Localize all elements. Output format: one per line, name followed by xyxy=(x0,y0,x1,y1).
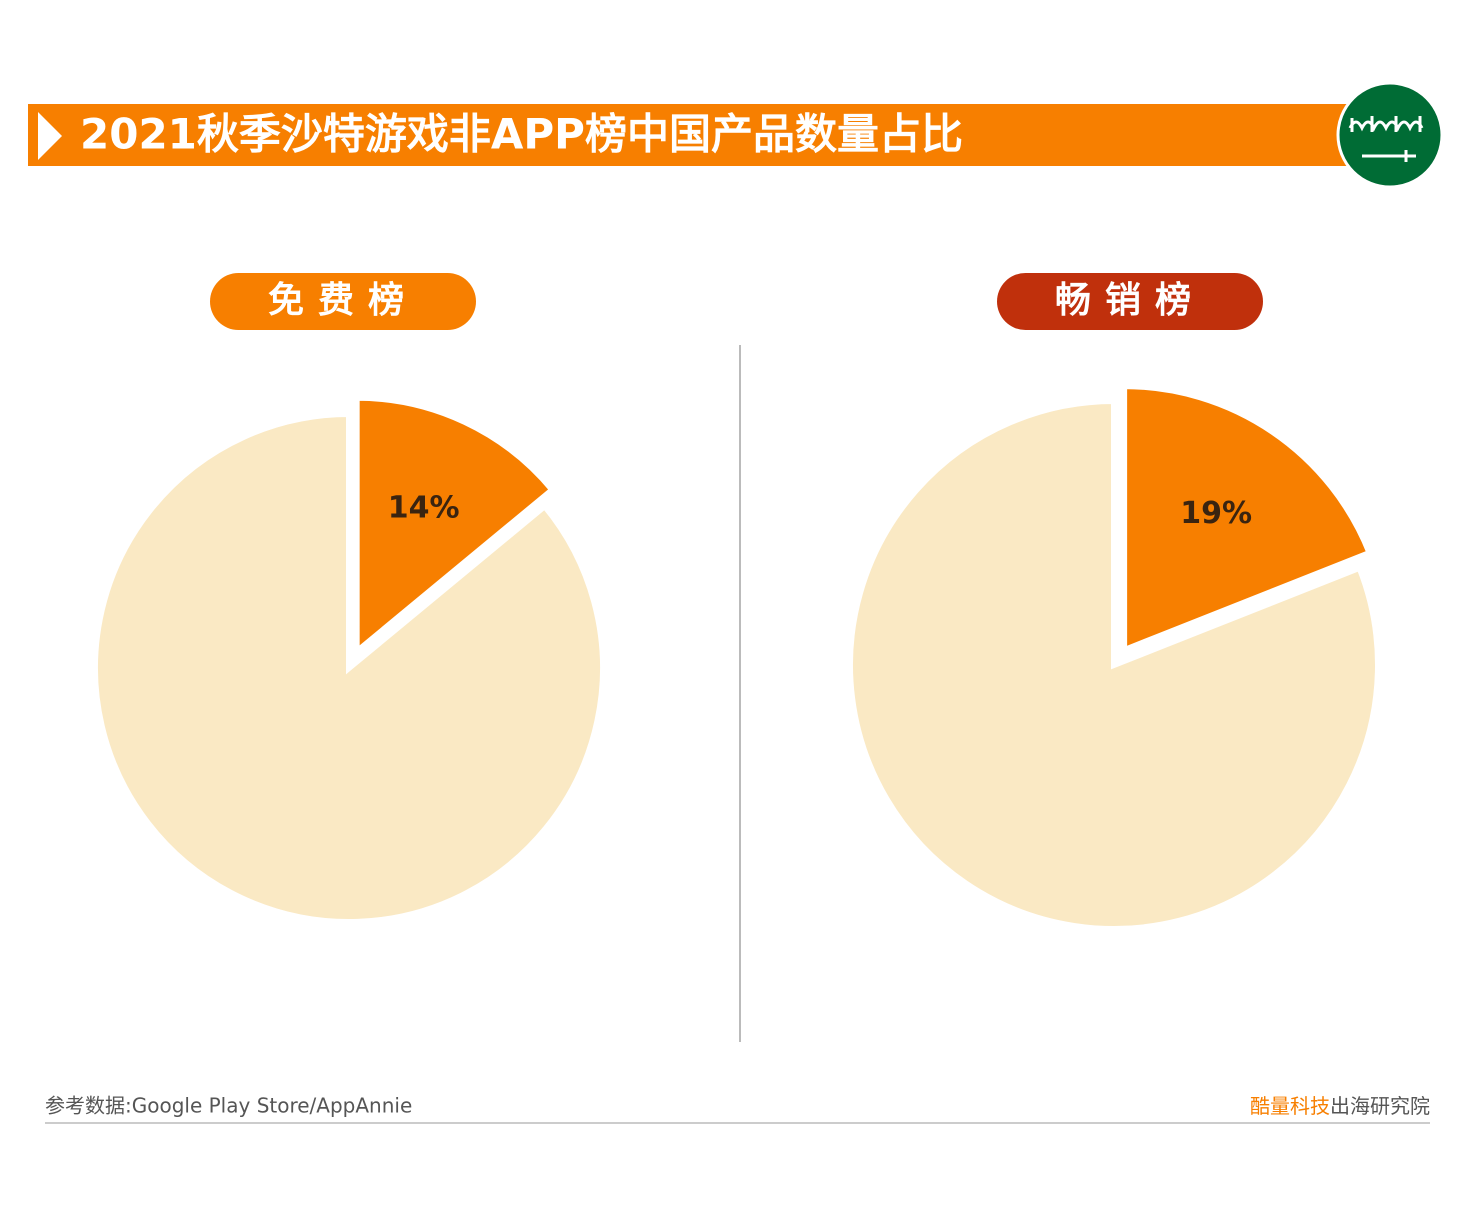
pie-title: 畅销榜 xyxy=(1055,280,1205,321)
pie-slice xyxy=(1121,383,1374,655)
pie-slice xyxy=(92,410,606,925)
flag-icon xyxy=(1336,81,1444,189)
source-note: 参考数据:Google Play Store/AppAnnie xyxy=(45,1094,412,1118)
brand-rest: 出海研究院 xyxy=(1330,1094,1430,1118)
brand: 酷量科技出海研究院 xyxy=(1250,1094,1430,1118)
title-arrow xyxy=(38,112,62,160)
pie-slice xyxy=(847,397,1381,932)
brand-highlight: 酷量科技 xyxy=(1250,1094,1330,1118)
value-label: 19% xyxy=(1180,496,1252,531)
value-label: 14% xyxy=(388,491,460,526)
pie-title: 免费榜 xyxy=(268,280,418,321)
pill xyxy=(997,273,1263,330)
title-bar xyxy=(28,104,1388,166)
pill xyxy=(210,273,476,330)
pie-slice xyxy=(353,394,557,659)
chart-title: 2021秋季沙特游戏非APP榜中国产品数量占比 xyxy=(80,110,963,159)
